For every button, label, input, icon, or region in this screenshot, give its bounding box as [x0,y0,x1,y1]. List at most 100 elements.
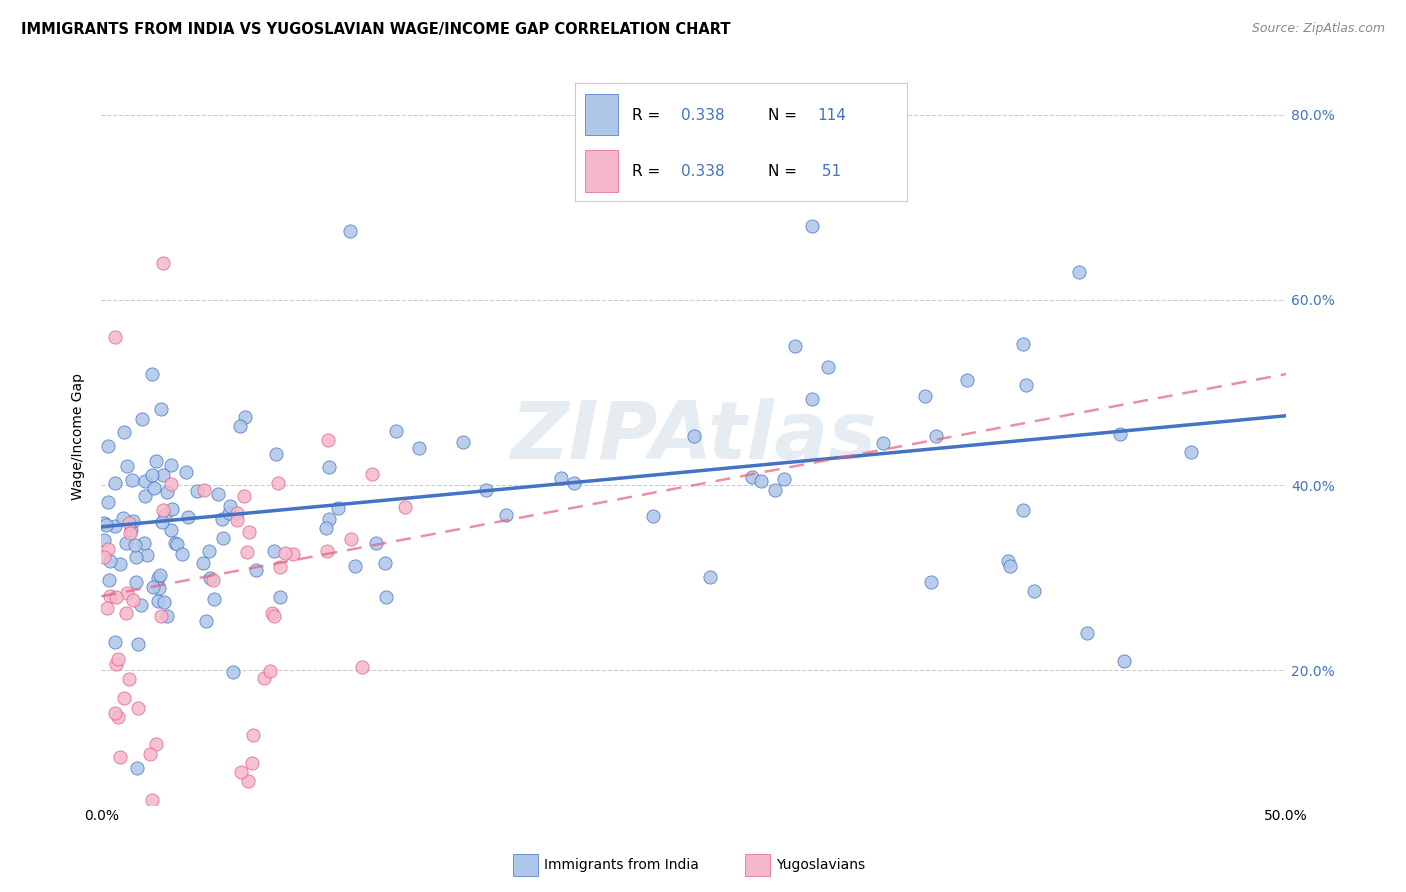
Point [783,339,806,353]
Point [127,637,149,651]
Point [741,470,763,484]
Point [218,506,240,520]
Point [148,581,170,595]
Point [263,544,285,558]
Point [236,774,259,789]
Point [96,518,118,533]
Text: Source: ZipAtlas.com: Source: ZipAtlas.com [1251,22,1385,36]
Point [236,545,259,559]
Point [166,537,188,551]
Point [97,494,120,508]
Point [240,756,263,770]
Point [274,546,297,560]
Point [97,573,120,587]
Point [152,503,174,517]
Point [115,606,138,620]
Point [98,589,121,603]
Point [191,556,214,570]
Point [134,489,156,503]
Point [451,434,474,449]
Point [550,471,572,485]
Point [125,761,148,775]
Point [104,635,127,649]
Point [366,535,388,549]
Point [817,359,839,374]
Point [1076,626,1098,640]
Point [118,672,141,686]
Point [115,536,138,550]
Point [269,560,291,574]
Point [160,502,183,516]
Point [408,442,430,456]
Point [127,700,149,714]
Point [150,515,173,529]
Point [264,447,287,461]
Point [374,556,396,570]
Point [315,544,337,558]
Point [177,510,200,524]
Point [141,467,163,482]
Point [339,533,361,547]
Point [120,523,142,537]
Point [103,475,125,490]
Point [316,433,339,447]
Point [212,531,235,545]
Point [1015,377,1038,392]
Point [801,219,824,233]
Point [134,536,156,550]
Point [139,747,162,761]
Point [152,467,174,482]
Point [186,483,208,498]
Point [207,487,229,501]
Point [193,483,215,498]
Point [643,509,665,524]
Point [1011,337,1033,351]
Point [153,508,176,522]
Point [198,571,221,585]
Point [176,466,198,480]
Point [160,458,183,472]
Point [104,591,127,605]
Point [121,592,143,607]
Point [801,392,824,406]
Point [749,474,772,488]
Point [374,590,396,604]
Point [105,657,128,671]
Point [124,538,146,552]
Point [93,533,115,547]
Point [108,749,131,764]
Point [385,424,408,438]
Point [682,429,704,443]
Point [242,728,264,742]
Point [134,475,156,489]
Point [394,500,416,515]
Point [129,598,152,612]
Point [1024,584,1046,599]
Point [233,489,256,503]
Point [225,506,247,520]
Point [343,558,366,573]
Point [112,425,135,439]
Point [360,467,382,481]
Point [96,601,118,615]
Point [122,514,145,528]
Point [263,609,285,624]
Point [318,459,340,474]
Point [163,535,186,549]
Point [925,429,948,443]
Point [267,476,290,491]
Point [872,435,894,450]
Point [1069,265,1091,279]
Point [763,483,786,498]
Point [145,453,167,467]
Point [108,558,131,572]
Point [773,472,796,486]
Point [131,412,153,426]
Point [148,571,170,585]
Point [107,709,129,723]
Point [160,523,183,537]
Point [111,511,134,525]
Point [1012,503,1035,517]
Point [149,568,172,582]
Point [141,367,163,381]
